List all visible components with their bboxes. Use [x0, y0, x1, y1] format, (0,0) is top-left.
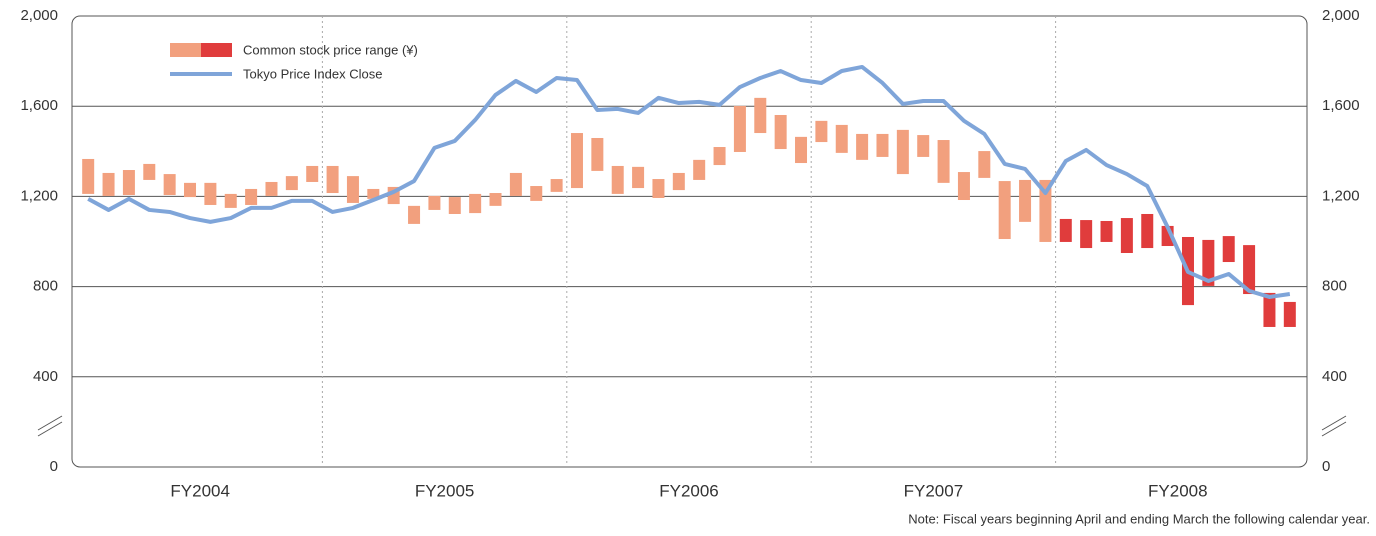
price-range-bar — [163, 174, 176, 196]
price-range-bar — [917, 135, 930, 157]
y-tick-label: 0 — [50, 458, 58, 475]
price-range-bar — [876, 133, 889, 157]
price-range-bar — [1120, 218, 1133, 254]
price-range-bar — [1059, 218, 1072, 242]
y-tick-label: 400 — [33, 368, 58, 385]
price-range-bar — [672, 172, 685, 191]
price-range-bar — [428, 195, 441, 210]
price-range-bar — [489, 193, 502, 206]
price-range-bar — [204, 182, 217, 205]
price-range-bar — [102, 172, 115, 196]
legend-swatch — [170, 43, 201, 57]
price-range-bar — [795, 136, 808, 164]
price-range-bar — [143, 163, 156, 180]
price-range-bar — [408, 205, 421, 224]
price-range-bar — [367, 188, 380, 199]
price-range-bar — [570, 133, 583, 189]
price-range-bar — [509, 172, 522, 196]
y2-tick-label: 2,000 — [1322, 7, 1360, 24]
price-range-bar — [835, 124, 848, 153]
price-range-bar — [1141, 213, 1154, 249]
price-range-bar — [693, 159, 706, 180]
price-range-bar — [1263, 292, 1276, 327]
price-range-bar — [652, 179, 665, 198]
price-range-bar — [1080, 220, 1093, 249]
price-range-bar — [245, 188, 258, 205]
x-tick-label: FY2007 — [904, 481, 964, 500]
note: Note: Fiscal years beginning April and e… — [908, 511, 1370, 526]
price-range-bar — [1222, 236, 1235, 263]
price-range-bar — [1100, 220, 1113, 242]
axis-break — [37, 415, 1347, 437]
price-range-bar — [1243, 245, 1256, 295]
legend-swatch — [201, 43, 232, 57]
price-range-bar — [448, 197, 461, 214]
price-range-bar — [1019, 179, 1032, 222]
price-range-bar — [122, 170, 135, 196]
price-range-bar — [591, 137, 604, 171]
legend-label: Tokyo Price Index Close — [243, 66, 382, 81]
price-range-bar — [1039, 179, 1052, 242]
y-tick-label: 1,200 — [20, 187, 58, 204]
y2-tick-label: 400 — [1322, 368, 1347, 385]
price-range-bar — [632, 166, 645, 189]
x-tick-label: FY2005 — [415, 481, 475, 500]
price-range-bar — [856, 133, 869, 160]
price-range-bar — [937, 140, 950, 183]
price-range-bar — [184, 182, 197, 198]
y2-tick-label: 1,600 — [1322, 97, 1360, 114]
price-range-bar — [306, 165, 319, 182]
price-range-bar — [733, 105, 746, 152]
price-range-bar — [346, 176, 359, 203]
price-range-bar — [713, 147, 726, 166]
price-range-bar — [774, 114, 787, 150]
price-range-bar — [550, 179, 563, 192]
index-line — [87, 64, 1291, 299]
price-range-bar — [469, 193, 482, 214]
y-tick-label: 1,600 — [20, 97, 58, 114]
price-range-bar — [265, 181, 278, 196]
price-range-bar — [326, 165, 339, 194]
x-tick-label: FY2008 — [1148, 481, 1208, 500]
y-tick-label: 800 — [33, 278, 58, 295]
price-range-bar — [815, 120, 828, 143]
price-range-bar — [957, 172, 970, 201]
price-range-bar — [285, 176, 298, 191]
price-range-bar — [611, 165, 624, 194]
y-tick-label: 2,000 — [20, 7, 58, 24]
price-range-bar — [530, 186, 543, 201]
price-range-bar — [754, 97, 767, 134]
price-range-bar — [224, 193, 237, 208]
legend-label: Common stock price range (¥) — [243, 42, 418, 57]
price-range-bar — [896, 129, 909, 175]
x-tick-label: FY2004 — [170, 481, 230, 500]
price-range-bar — [978, 151, 991, 178]
y2-tick-label: 800 — [1322, 278, 1347, 295]
price-range-bar — [998, 181, 1011, 240]
price-range-bar — [1202, 239, 1215, 286]
plot-frame — [71, 15, 1308, 468]
y2-tick-label: 0 — [1322, 458, 1330, 475]
price-range-bar — [82, 158, 95, 194]
price-range-bar — [1283, 301, 1296, 327]
x-tick-label: FY2006 — [659, 481, 719, 500]
y2-tick-label: 1,200 — [1322, 187, 1360, 204]
